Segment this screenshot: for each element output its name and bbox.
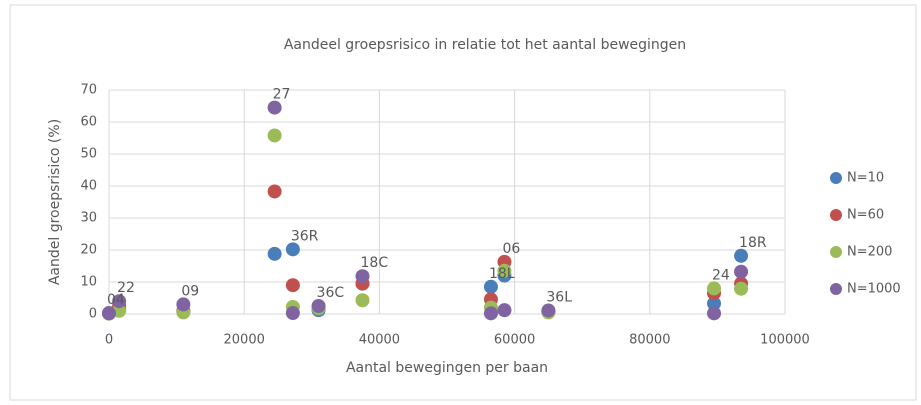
point [311, 299, 326, 313]
point-label: 24 [712, 267, 730, 283]
point [734, 281, 749, 296]
point [267, 184, 282, 199]
legend-label: N=1000 [847, 282, 901, 297]
y-tick-label: 10 [80, 275, 97, 290]
x-tick-label: 100000 [760, 333, 810, 348]
legend-marker [830, 246, 842, 258]
y-tick-label: 40 [80, 179, 97, 194]
point-label: 09 [181, 283, 199, 299]
point [267, 100, 282, 115]
point [102, 306, 116, 321]
point [707, 306, 722, 321]
point [541, 303, 556, 318]
point-label: 18L [489, 266, 515, 282]
x-tick-label: 60000 [494, 333, 535, 348]
point [355, 293, 370, 308]
point [483, 279, 498, 294]
point-label: 36L [546, 289, 572, 305]
point [707, 281, 722, 296]
point [707, 296, 722, 311]
x-axis-label: Aantal bewegingen per baan [346, 360, 548, 376]
point-label: 04 [107, 292, 125, 308]
point-label: 18C [361, 255, 389, 271]
point [267, 246, 282, 261]
legend-marker [830, 209, 842, 221]
point-label: 36R [291, 228, 319, 244]
point-label: 22 [117, 280, 135, 296]
x-tick-label: 0 [105, 333, 113, 348]
legend-label: N=60 [847, 208, 884, 223]
y-tick-label: 50 [80, 147, 97, 162]
y-tick-label: 70 [80, 83, 97, 98]
x-tick-label: 80000 [629, 333, 670, 348]
y-tick-label: 0 [89, 307, 97, 322]
point-label: 27 [273, 87, 291, 103]
point [267, 128, 282, 143]
chart-title: Aandeel groepsrisico in relatie tot het … [284, 37, 686, 53]
x-tick-label: 20000 [224, 333, 265, 348]
point [497, 263, 512, 278]
legend-marker [830, 283, 842, 295]
point [483, 306, 498, 321]
legend-label: N=200 [847, 245, 892, 260]
point-label: 36C [317, 285, 345, 301]
y-tick-label: 60 [80, 115, 97, 130]
point-label: 18R [739, 235, 767, 251]
y-axis-label: Aandel groepsrisico (%) [47, 119, 63, 285]
point [734, 264, 749, 279]
point [285, 242, 300, 257]
point [734, 248, 749, 263]
y-tick-label: 30 [80, 211, 97, 226]
point [285, 278, 300, 293]
x-tick-label: 40000 [359, 333, 400, 348]
y-tick-label: 20 [80, 243, 97, 258]
point [176, 297, 191, 312]
chart-border [9, 4, 917, 401]
legend-label: N=10 [847, 171, 884, 186]
point [355, 269, 370, 284]
legend-marker [830, 172, 842, 184]
point [497, 303, 512, 318]
point-label: 06 [502, 241, 520, 257]
point [285, 306, 300, 321]
point [112, 294, 127, 309]
